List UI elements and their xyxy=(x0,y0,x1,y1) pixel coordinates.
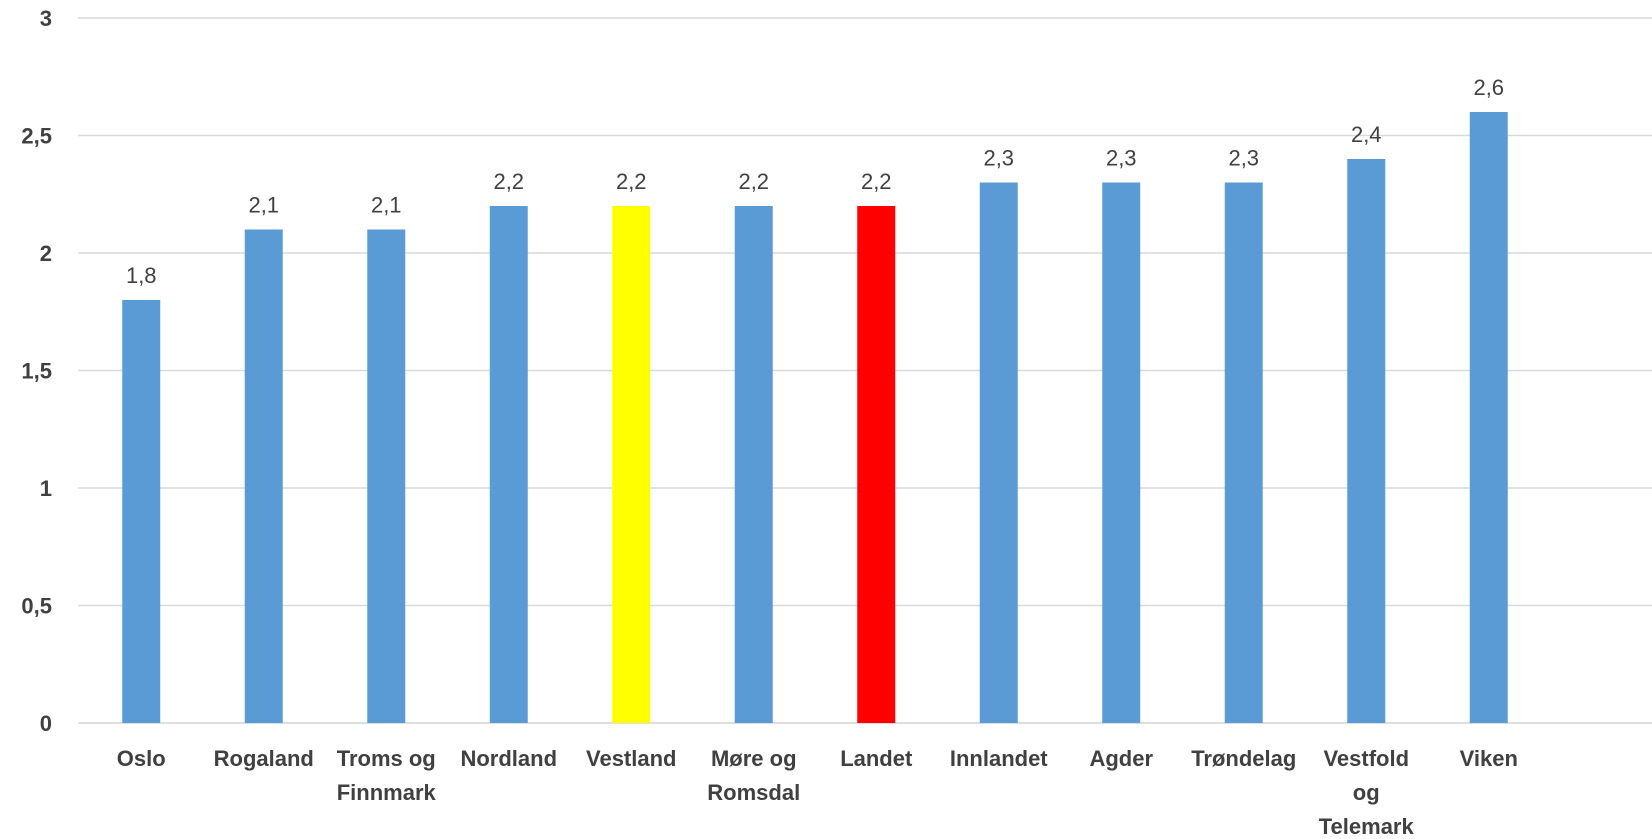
x-axis-tick-labels: Oslo Rogaland Troms og Finnmark Nordland Vest… xyxy=(117,746,1518,839)
bar xyxy=(244,229,283,723)
bar xyxy=(1224,182,1263,723)
y-tick-label: 0 xyxy=(40,711,52,736)
x-tick-label: Finnmark xyxy=(337,780,437,805)
data-label: 2,1 xyxy=(371,193,402,218)
data-label: 2,6 xyxy=(1473,75,1504,100)
bars xyxy=(122,112,1508,723)
bar xyxy=(1469,112,1508,723)
x-tick-label: Agder xyxy=(1089,746,1153,771)
data-label: 2,3 xyxy=(1228,146,1259,171)
x-tick-label: og xyxy=(1353,780,1380,805)
x-tick-label: Romsdal xyxy=(707,780,800,805)
x-tick-label: Telemark xyxy=(1319,814,1415,839)
y-tick-label: 1,5 xyxy=(21,359,52,384)
bar xyxy=(489,206,528,723)
x-tick-label: Trøndelag xyxy=(1191,746,1296,771)
x-tick-label: Viken xyxy=(1460,746,1518,771)
x-tick-label: Vestfold xyxy=(1323,746,1409,771)
x-tick-label: Nordland xyxy=(460,746,557,771)
x-tick-label: Vestland xyxy=(586,746,676,771)
bar xyxy=(1347,159,1386,723)
data-labels: 1,8 2,1 2,1 2,2 2,2 2,2 2,2 2,3 2,3 2,3 2,4 2,6 xyxy=(126,75,1504,288)
data-label: 2,3 xyxy=(1106,146,1137,171)
data-label: 2,1 xyxy=(248,193,279,218)
y-tick-label: 0,5 xyxy=(21,594,52,619)
bar xyxy=(979,182,1018,723)
y-axis-tick-labels: 0 0,5 1 1,5 2 2,5 3 xyxy=(21,6,52,736)
x-tick-label: Møre og xyxy=(711,746,797,771)
bar xyxy=(857,206,896,723)
data-label: 2,2 xyxy=(738,169,769,194)
data-label: 2,2 xyxy=(616,169,647,194)
bar xyxy=(367,229,406,723)
data-label: 2,2 xyxy=(861,169,892,194)
data-label: 2,4 xyxy=(1351,122,1382,147)
bar xyxy=(122,300,161,723)
y-tick-label: 2,5 xyxy=(21,124,52,149)
x-tick-label: Troms og xyxy=(337,746,436,771)
bar xyxy=(1102,182,1141,723)
data-label: 1,8 xyxy=(126,263,157,288)
x-tick-label: Rogaland xyxy=(214,746,314,771)
x-tick-label: Oslo xyxy=(117,746,166,771)
x-tick-label: Innlandet xyxy=(950,746,1048,771)
y-tick-label: 3 xyxy=(40,6,52,31)
x-tick-label: Landet xyxy=(840,746,913,771)
bar xyxy=(612,206,651,723)
bar xyxy=(734,206,773,723)
y-tick-label: 1 xyxy=(40,476,52,501)
data-label: 2,2 xyxy=(493,169,524,194)
y-tick-label: 2 xyxy=(40,241,52,266)
data-label: 2,3 xyxy=(983,146,1014,171)
